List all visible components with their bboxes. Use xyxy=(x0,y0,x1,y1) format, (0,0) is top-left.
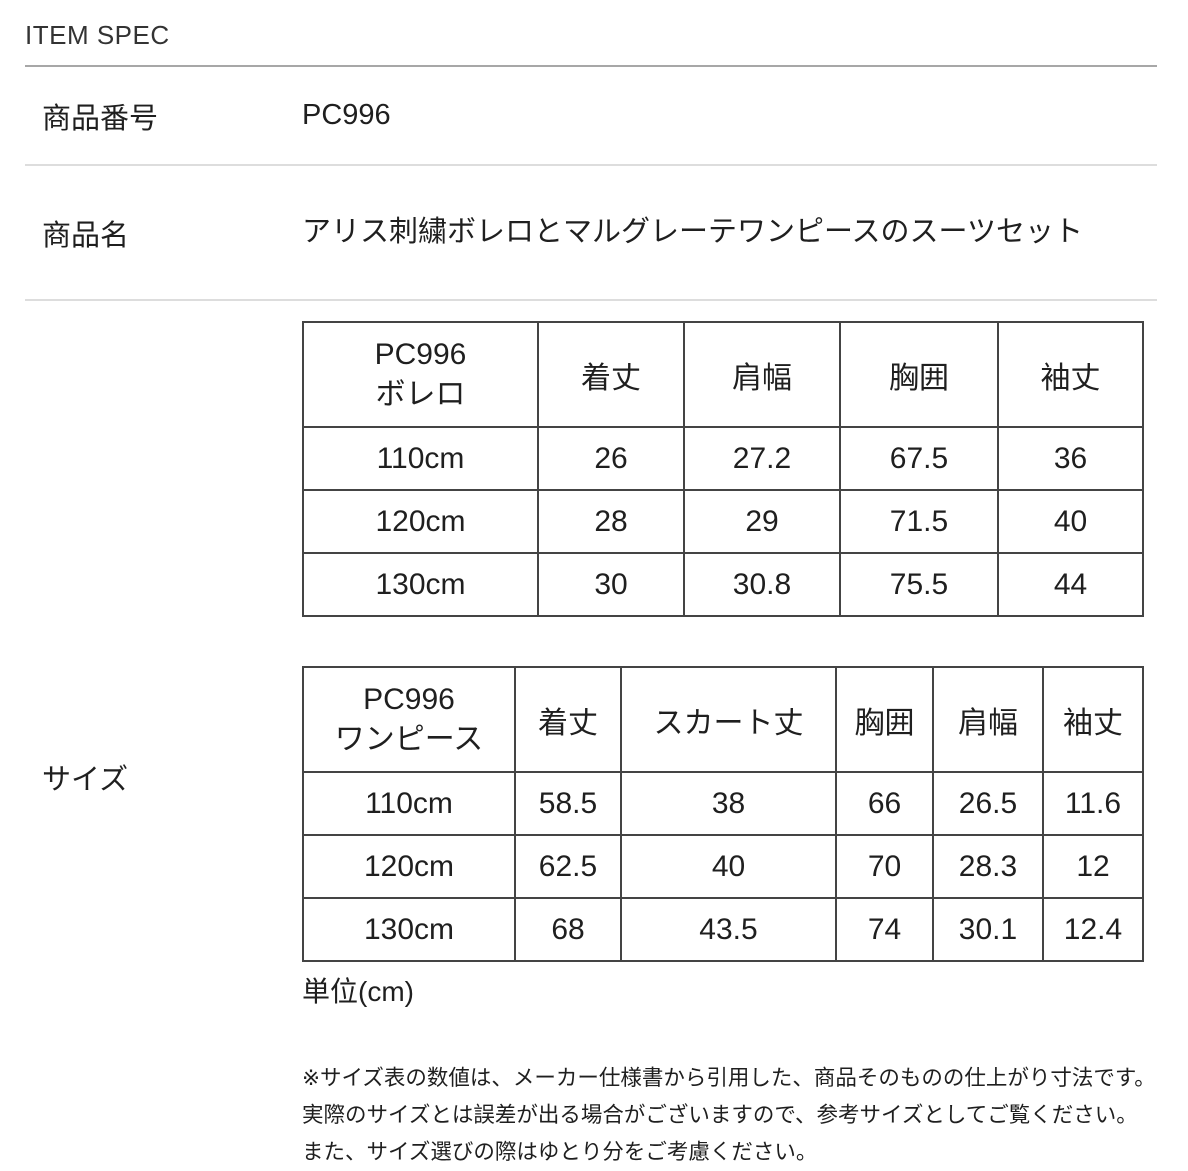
table-header-row: PC996 ワンピース 着丈 スカート丈 胸囲 肩幅 袖丈 xyxy=(302,666,1144,773)
footnote-line: また、サイズ選びの際はゆとり分をご考慮ください。 xyxy=(302,1140,818,1164)
value-cell: 30.1 xyxy=(932,897,1044,962)
column-header: 着丈 xyxy=(514,666,622,773)
size-cell: 110cm xyxy=(302,771,516,836)
bolero-size-table: PC996 ボレロ 着丈 肩幅 胸囲 袖丈 110cm 26 27.2 67.5… xyxy=(302,321,1144,617)
value-cell: 74 xyxy=(835,897,934,962)
size-footnote: ※サイズ表の数値は、メーカー仕様書から引用した、商品そのものの仕上がり寸法です。… xyxy=(302,1060,1188,1171)
value-cell: 36 xyxy=(997,426,1144,491)
value-cell: 71.5 xyxy=(839,489,999,554)
corner-line: PC996 xyxy=(363,682,455,716)
value-cell: 30 xyxy=(537,552,685,617)
unit-note: 単位(cm) xyxy=(302,976,414,1007)
value-cell: 58.5 xyxy=(514,771,622,836)
value-cell: 70 xyxy=(835,834,934,899)
size-section: サイズ PC996 ボレロ 着丈 肩幅 胸囲 袖丈 110cm 26 27.2 … xyxy=(0,301,1188,1171)
product-name-value: アリス刺繍ボレロとマルグレーテワンピースのスーツセット xyxy=(302,216,1083,248)
size-cell: 110cm xyxy=(302,426,539,491)
column-header: 肩幅 xyxy=(683,321,841,428)
column-header: 袖丈 xyxy=(997,321,1144,428)
corner-line: ボレロ xyxy=(375,377,466,411)
value-cell: 27.2 xyxy=(683,426,841,491)
value-cell: 26 xyxy=(537,426,685,491)
table-corner-cell: PC996 ボレロ xyxy=(302,321,539,428)
product-name-label: 商品名 xyxy=(42,219,130,252)
value-cell: 28 xyxy=(537,489,685,554)
product-number-value: PC996 xyxy=(302,99,391,131)
corner-line: ワンピース xyxy=(334,722,484,756)
column-header: 胸囲 xyxy=(835,666,934,773)
table-row: 110cm 26 27.2 67.5 36 xyxy=(302,426,1144,491)
column-header: スカート丈 xyxy=(620,666,837,773)
size-cell: 120cm xyxy=(302,834,516,899)
value-cell: 30.8 xyxy=(683,552,841,617)
size-cell: 130cm xyxy=(302,552,539,617)
column-header: 肩幅 xyxy=(932,666,1044,773)
column-header: 着丈 xyxy=(537,321,685,428)
value-cell: 11.6 xyxy=(1042,771,1144,836)
value-cell: 28.3 xyxy=(932,834,1044,899)
divider xyxy=(25,299,1157,301)
onepiece-size-table: PC996 ワンピース 着丈 スカート丈 胸囲 肩幅 袖丈 110cm 58.5… xyxy=(302,666,1144,962)
value-cell: 68 xyxy=(514,897,622,962)
table-row: 130cm 68 43.5 74 30.1 12.4 xyxy=(302,897,1144,962)
product-number-label: 商品番号 xyxy=(42,102,159,135)
product-name-row: 商品名 アリス刺繍ボレロとマルグレーテワンピースのスーツセット xyxy=(0,166,1188,299)
column-header: 胸囲 xyxy=(839,321,999,428)
value-cell: 66 xyxy=(835,771,934,836)
value-cell: 40 xyxy=(997,489,1144,554)
value-cell: 67.5 xyxy=(839,426,999,491)
footnote-line: ※サイズ表の数値は、メーカー仕様書から引用した、商品そのものの仕上がり寸法です。 xyxy=(302,1066,1156,1090)
value-cell: 43.5 xyxy=(620,897,837,962)
value-cell: 12 xyxy=(1042,834,1144,899)
value-cell: 12.4 xyxy=(1042,897,1144,962)
value-cell: 29 xyxy=(683,489,841,554)
value-cell: 44 xyxy=(997,552,1144,617)
value-cell: 26.5 xyxy=(932,771,1044,836)
table-corner-cell: PC996 ワンピース xyxy=(302,666,516,773)
value-cell: 75.5 xyxy=(839,552,999,617)
divider xyxy=(25,164,1157,166)
size-cell: 120cm xyxy=(302,489,539,554)
value-cell: 40 xyxy=(620,834,837,899)
corner-line: PC996 xyxy=(374,337,467,371)
table-row: 110cm 58.5 38 66 26.5 11.6 xyxy=(302,771,1144,836)
table-gap xyxy=(302,617,1188,666)
size-label: サイズ xyxy=(42,764,129,796)
value-cell: 38 xyxy=(620,771,837,836)
product-number-row: 商品番号 PC996 xyxy=(0,67,1188,164)
table-row: 120cm 62.5 40 70 28.3 12 xyxy=(302,834,1144,899)
value-cell: 62.5 xyxy=(514,834,622,899)
size-cell: 130cm xyxy=(302,897,516,962)
section-title: ITEM SPEC xyxy=(25,20,170,50)
table-row: 130cm 30 30.8 75.5 44 xyxy=(302,552,1144,617)
footnote-line: 実際のサイズとは誤差が出る場合がございますので、参考サイズとしてご覧ください。 xyxy=(302,1103,1138,1127)
table-header-row: PC996 ボレロ 着丈 肩幅 胸囲 袖丈 xyxy=(302,321,1144,428)
column-header: 袖丈 xyxy=(1042,666,1144,773)
table-row: 120cm 28 29 71.5 40 xyxy=(302,489,1144,554)
divider xyxy=(25,65,1157,67)
